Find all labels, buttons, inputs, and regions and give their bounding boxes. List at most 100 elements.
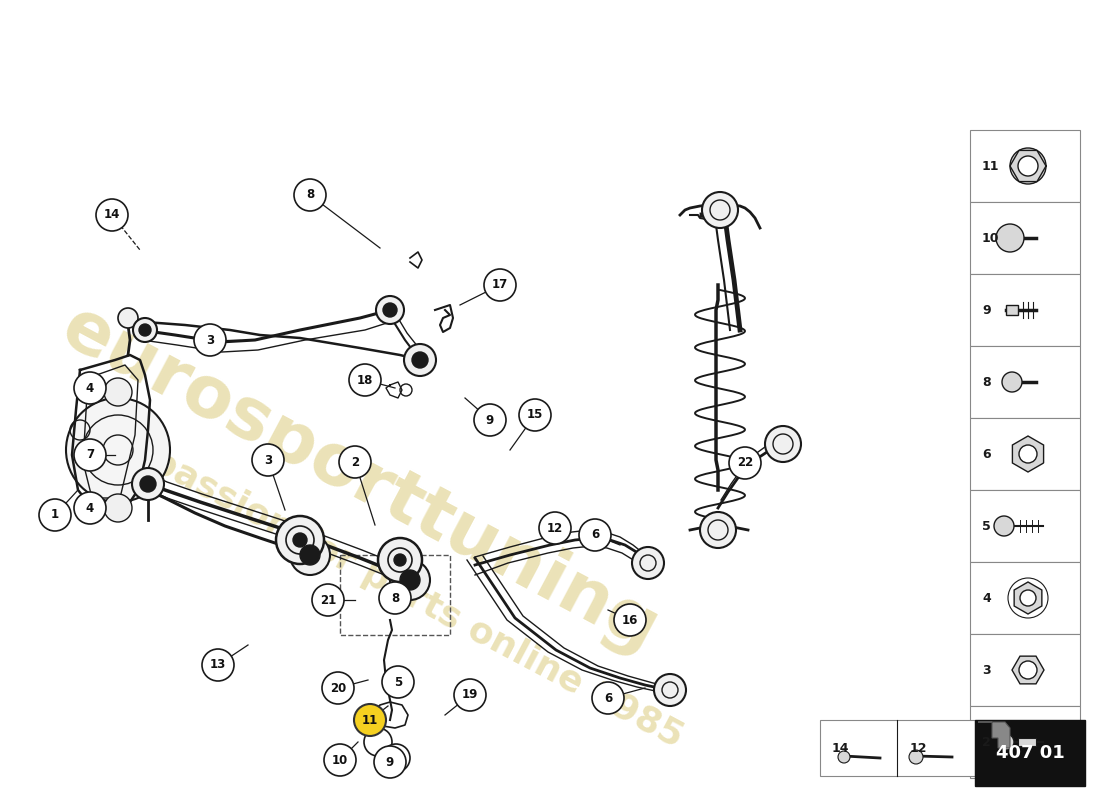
Circle shape [519,399,551,431]
Bar [820,720,975,776]
Text: 14: 14 [103,209,120,222]
Circle shape [104,494,132,522]
Text: 22: 22 [737,457,754,470]
Text: 21: 21 [320,594,337,606]
Circle shape [339,446,371,478]
Circle shape [202,649,234,681]
Text: 8: 8 [390,591,399,605]
Circle shape [300,545,320,565]
Circle shape [322,672,354,704]
Circle shape [614,604,646,636]
Circle shape [74,372,106,404]
Text: 9: 9 [486,414,494,426]
Bar [970,562,1080,634]
Text: 4: 4 [982,591,991,605]
Text: a passion for parts online 1985: a passion for parts online 1985 [111,426,689,754]
Circle shape [996,224,1024,252]
Circle shape [484,269,516,301]
Circle shape [1010,148,1046,184]
Bar [970,634,1080,706]
Text: 8: 8 [306,189,315,202]
Circle shape [382,744,410,772]
Circle shape [132,468,164,500]
Circle shape [382,666,414,698]
Text: 20: 20 [330,682,346,694]
Circle shape [96,199,128,231]
Circle shape [994,516,1014,536]
Circle shape [39,499,72,531]
Circle shape [1018,156,1038,176]
Circle shape [324,744,356,776]
Text: 12: 12 [910,742,927,754]
Circle shape [118,308,138,328]
Text: 19: 19 [462,689,478,702]
Text: 6: 6 [591,529,600,542]
Bar [1018,738,1036,746]
Text: 3: 3 [264,454,272,466]
Circle shape [139,324,151,336]
Circle shape [838,751,850,763]
Circle shape [104,378,132,406]
Text: 16: 16 [621,614,638,626]
Circle shape [400,570,420,590]
Text: 407 01: 407 01 [996,744,1065,762]
Circle shape [632,547,664,579]
Text: 13: 13 [210,658,227,671]
Circle shape [66,398,170,502]
Circle shape [383,303,397,317]
Circle shape [700,512,736,548]
Circle shape [276,516,324,564]
Circle shape [998,734,1014,750]
Circle shape [1019,661,1037,679]
Text: eurosporttuning: eurosporttuning [50,293,670,667]
Text: 10: 10 [982,231,1000,245]
Circle shape [539,512,571,544]
Circle shape [1020,590,1036,606]
Circle shape [252,444,284,476]
Text: 2: 2 [982,735,991,749]
Bar [1006,305,1018,315]
Circle shape [293,533,307,547]
Text: 9: 9 [982,303,991,317]
Bar [970,490,1080,562]
Circle shape [378,538,422,582]
Circle shape [474,404,506,436]
Circle shape [290,535,330,575]
Polygon shape [978,722,1010,748]
Circle shape [133,318,157,342]
Circle shape [404,344,436,376]
Circle shape [294,179,326,211]
Circle shape [140,476,156,492]
Text: 4: 4 [86,382,95,394]
Circle shape [376,296,404,324]
Text: 2: 2 [351,455,359,469]
Circle shape [374,746,406,778]
Text: 11: 11 [362,714,378,726]
Circle shape [579,519,610,551]
Text: 14: 14 [832,742,849,754]
Text: 12: 12 [547,522,563,534]
Circle shape [394,554,406,566]
Text: 18: 18 [356,374,373,386]
Bar [970,202,1080,274]
Polygon shape [1012,436,1044,472]
Circle shape [729,447,761,479]
Circle shape [194,324,226,356]
Bar [970,706,1080,778]
Text: 10: 10 [332,754,348,766]
Circle shape [74,492,106,524]
Bar [970,346,1080,418]
Circle shape [390,560,430,600]
Circle shape [654,674,686,706]
Text: 17: 17 [492,278,508,291]
Bar [970,274,1080,346]
Text: 1: 1 [51,509,59,522]
Circle shape [1002,372,1022,392]
Text: 7: 7 [86,449,95,462]
Circle shape [592,682,624,714]
Circle shape [1019,445,1037,463]
Polygon shape [1014,582,1042,614]
Bar [970,418,1080,490]
Circle shape [349,364,381,396]
Text: 3: 3 [206,334,214,346]
